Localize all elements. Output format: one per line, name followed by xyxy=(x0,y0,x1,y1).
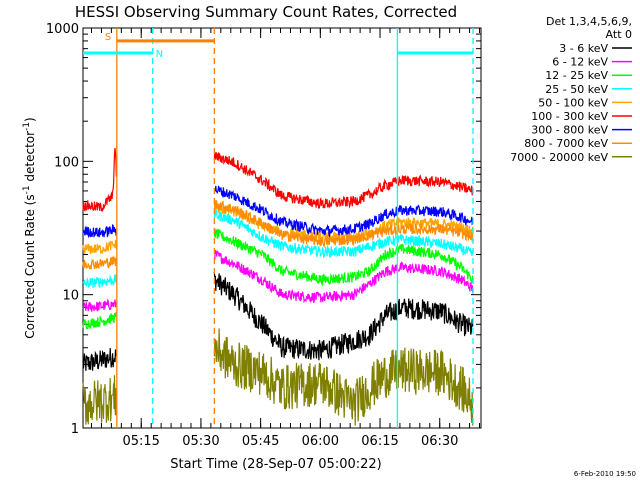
x-axis-label: Start Time (28-Sep-07 05:00:22) xyxy=(170,457,381,472)
legend-entry-label: 300 - 800 keV xyxy=(531,124,608,137)
y-axis-label-superscript-1: -1 xyxy=(22,185,32,194)
series-line xyxy=(82,228,474,330)
series-line xyxy=(82,271,474,371)
y-axis-label-part-1: Corrected Count Rate (s xyxy=(23,194,37,338)
series-line xyxy=(82,185,474,239)
y-axis-label-part-2: detector xyxy=(23,131,37,186)
legend-entry-label: 100 - 300 keV xyxy=(531,110,608,123)
series-line xyxy=(82,249,474,312)
x-tick-label: 06:15 xyxy=(361,434,398,449)
legend-entry-label: 50 - 100 keV xyxy=(538,96,608,109)
legend-entry-label: 12 - 25 keV xyxy=(545,69,608,82)
legend-entry-label: 3 - 6 keV xyxy=(559,42,608,55)
y-tick-label: 10 xyxy=(62,289,79,304)
y-tick-label: 100 xyxy=(54,155,79,170)
y-axis-label-superscript-2: -1 xyxy=(22,122,32,131)
y-axis-label: Corrected Count Rate (s-1 detector-1) xyxy=(22,117,37,338)
x-tick-label: 05:45 xyxy=(242,434,279,449)
y-tick-label: 1000 xyxy=(46,22,79,37)
series-line xyxy=(82,199,474,270)
legend-entry-label: 6 - 12 keV xyxy=(552,56,608,69)
series-line xyxy=(82,148,474,212)
series-line xyxy=(82,209,474,288)
x-tick-label: 06:30 xyxy=(421,434,458,449)
x-tick-label: 06:00 xyxy=(302,434,339,449)
chart-title: HESSI Observing Summary Count Rates, Cor… xyxy=(75,3,457,21)
flag-label: S xyxy=(105,32,111,43)
plot-frame xyxy=(82,27,482,429)
y-axis-label-part-3: ) xyxy=(23,117,37,122)
flag-label: N xyxy=(156,49,163,60)
x-tick-label: 05:15 xyxy=(122,434,159,449)
legend-header-line-2: Att 0 xyxy=(606,28,632,41)
series-line xyxy=(82,328,474,426)
legend-entry-label: 7000 - 20000 keV xyxy=(510,151,608,164)
y-tick-label: 1 xyxy=(71,422,79,437)
x-tick-label: 05:30 xyxy=(182,434,219,449)
legend-header-line-1: Det 1,3,4,5,6,9, xyxy=(546,15,632,28)
legend-entry-label: 25 - 50 keV xyxy=(545,83,608,96)
legend-entry-label: 800 - 7000 keV xyxy=(524,137,608,150)
footer-timestamp: 6-Feb-2010 19:50 xyxy=(574,470,636,478)
